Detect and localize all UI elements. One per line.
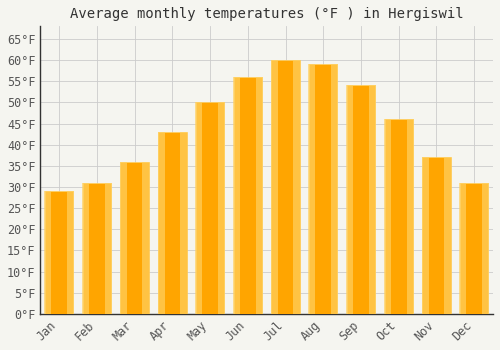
Bar xyxy=(142,162,150,314)
Bar xyxy=(83,183,111,314)
Bar xyxy=(196,103,224,314)
Bar xyxy=(218,103,225,314)
Bar xyxy=(460,183,466,314)
Bar xyxy=(104,183,112,314)
Bar xyxy=(45,191,74,314)
Bar xyxy=(158,132,164,314)
Bar xyxy=(482,183,489,314)
Bar xyxy=(256,77,262,314)
Bar xyxy=(272,60,299,314)
Bar xyxy=(406,119,414,314)
Bar xyxy=(120,162,127,314)
Bar xyxy=(82,183,89,314)
Bar xyxy=(346,85,353,314)
Bar xyxy=(270,60,278,314)
Bar xyxy=(422,158,450,314)
Bar xyxy=(331,64,338,314)
Bar xyxy=(67,191,74,314)
Bar xyxy=(233,77,240,314)
Bar xyxy=(180,132,187,314)
Bar xyxy=(422,158,428,314)
Bar xyxy=(384,119,413,314)
Bar xyxy=(309,64,338,314)
Bar xyxy=(294,60,300,314)
Title: Average monthly temperatures (°F ) in Hergiswil: Average monthly temperatures (°F ) in He… xyxy=(70,7,464,21)
Bar xyxy=(384,119,391,314)
Bar xyxy=(444,158,452,314)
Bar xyxy=(347,85,375,314)
Bar xyxy=(308,64,316,314)
Bar xyxy=(120,162,149,314)
Bar xyxy=(460,183,488,314)
Bar xyxy=(369,85,376,314)
Bar xyxy=(195,103,202,314)
Bar xyxy=(158,132,186,314)
Bar xyxy=(234,77,262,314)
Bar xyxy=(44,191,52,314)
